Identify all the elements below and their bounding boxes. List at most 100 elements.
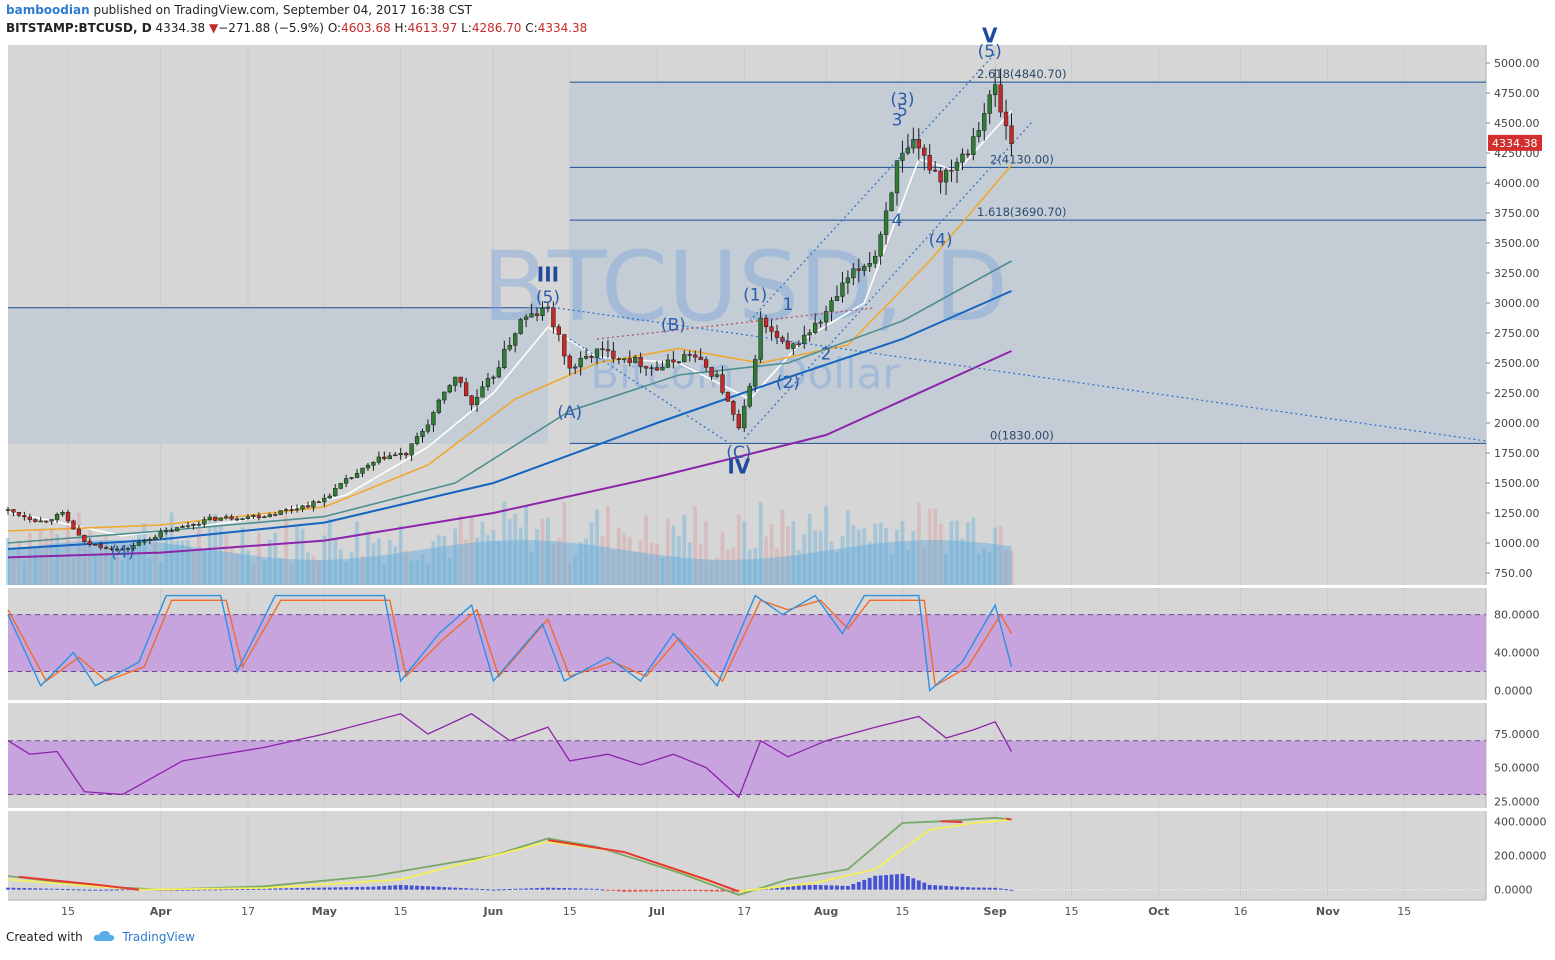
candle-body <box>676 361 681 364</box>
candle-body <box>33 519 38 522</box>
candle-body <box>763 317 769 328</box>
price-tick-label: 4000.00 <box>1494 177 1540 190</box>
oscillator-histogram-bar <box>289 888 294 890</box>
candle-body <box>393 454 398 457</box>
oscillator-histogram-bar <box>311 887 316 890</box>
volume-bar <box>175 540 179 585</box>
volume-bar <box>169 512 174 585</box>
stoch-tick-label: 40.0000 <box>1494 647 1540 660</box>
candle-body <box>185 525 191 528</box>
volume-bar <box>180 540 185 585</box>
volume-bar <box>76 512 81 585</box>
candle-body <box>196 524 202 526</box>
fib-level-label: 2(4130.00) <box>990 152 1054 166</box>
oscillator-histogram-bar <box>818 885 823 890</box>
candle-body <box>845 277 851 284</box>
oscillator-histogram-bar <box>562 888 567 890</box>
candle-body <box>643 366 649 369</box>
author-link[interactable]: bamboodian <box>6 3 90 17</box>
rsi-tick-label: 75.0000 <box>1494 728 1540 741</box>
oscillator-histogram-bar <box>775 887 779 890</box>
candle-body <box>894 160 900 194</box>
symbol-label: BITSTAMP:BTCUSD, D <box>6 21 152 35</box>
open-value: 4603.68 <box>341 21 391 35</box>
volume-bar <box>126 551 130 585</box>
volume-bar <box>496 540 501 585</box>
candle-body <box>540 307 545 316</box>
volume-bar <box>398 525 403 585</box>
oscillator-histogram-bar <box>284 888 289 890</box>
volume-bar <box>33 549 38 585</box>
oscillator-histogram-bar <box>862 879 867 890</box>
volume-bar <box>780 509 785 585</box>
candle-body <box>213 516 218 521</box>
candle-body <box>360 467 365 474</box>
volume-bar <box>889 554 894 585</box>
candle-body <box>802 334 807 345</box>
elliott-wave-label: (5) <box>536 288 560 308</box>
candle-body <box>38 520 43 523</box>
volume-bar <box>6 538 10 585</box>
candle-body <box>616 358 621 360</box>
volume-bar <box>965 522 970 585</box>
candle-body <box>191 524 196 527</box>
oscillator-histogram-bar <box>998 888 1003 890</box>
publish-line: bamboodian published on TradingView.com,… <box>6 3 472 17</box>
volume-bar <box>976 554 981 585</box>
oscillator-histogram-bar <box>251 888 256 890</box>
oscillator-histogram-bar <box>524 888 529 890</box>
candle-body <box>245 516 251 519</box>
candle-body <box>458 376 463 383</box>
elliott-wave-label: 5 <box>897 101 908 121</box>
candle-body <box>305 505 311 508</box>
oscillator-histogram-bar <box>246 888 250 890</box>
price-tick-label: 750.00 <box>1494 567 1533 580</box>
time-tick-label: 17 <box>241 905 255 918</box>
candle-body <box>343 478 349 484</box>
volume-bar <box>120 560 125 585</box>
oscillator-histogram-bar <box>229 889 234 891</box>
price-tick-label: 4500.00 <box>1494 117 1540 130</box>
close-label: C: <box>525 21 538 35</box>
volume-bar <box>186 540 190 585</box>
volume-bar <box>687 542 692 585</box>
oscillator-histogram-bar <box>965 887 970 890</box>
oscillator-histogram-bar <box>202 889 207 891</box>
volume-bar <box>693 506 698 585</box>
candle-body <box>627 358 632 363</box>
tradingview-brand-link[interactable]: TradingView <box>122 930 195 944</box>
candle-body <box>447 385 452 393</box>
oscillator-red-segment <box>547 839 740 893</box>
pane-background <box>8 811 1486 900</box>
volume-bar <box>600 536 605 585</box>
candle-body <box>93 544 98 546</box>
candle-body <box>867 263 872 267</box>
candle-body <box>414 436 420 444</box>
candle-body <box>862 266 867 271</box>
elliott-wave-label: (3) <box>890 90 914 110</box>
oscillator-histogram-bar <box>546 887 550 890</box>
oscillator-histogram-bar <box>606 889 610 891</box>
volume-bar <box>911 531 916 585</box>
time-tick-label: Oct <box>1148 905 1169 918</box>
oscillator-histogram-bar <box>1004 889 1008 891</box>
candle-body <box>294 508 300 511</box>
volume-bar <box>704 520 709 585</box>
candle-body <box>660 366 665 371</box>
candle-body <box>480 386 485 398</box>
candle-body <box>949 169 954 172</box>
oscillator-histogram-bar <box>622 889 627 892</box>
volume-bar <box>420 554 425 585</box>
oscillator-histogram-bar <box>382 885 387 890</box>
oscillator-histogram-bar <box>278 888 283 890</box>
volume-bar <box>235 553 239 585</box>
oscillator-histogram-bar <box>447 887 452 890</box>
candle-body <box>120 548 125 551</box>
candle-body <box>54 514 60 520</box>
time-tick-label: Sep <box>984 905 1007 918</box>
candle-body <box>338 483 343 489</box>
oscillator-histogram-bar <box>889 874 894 890</box>
candle-body <box>289 509 294 511</box>
